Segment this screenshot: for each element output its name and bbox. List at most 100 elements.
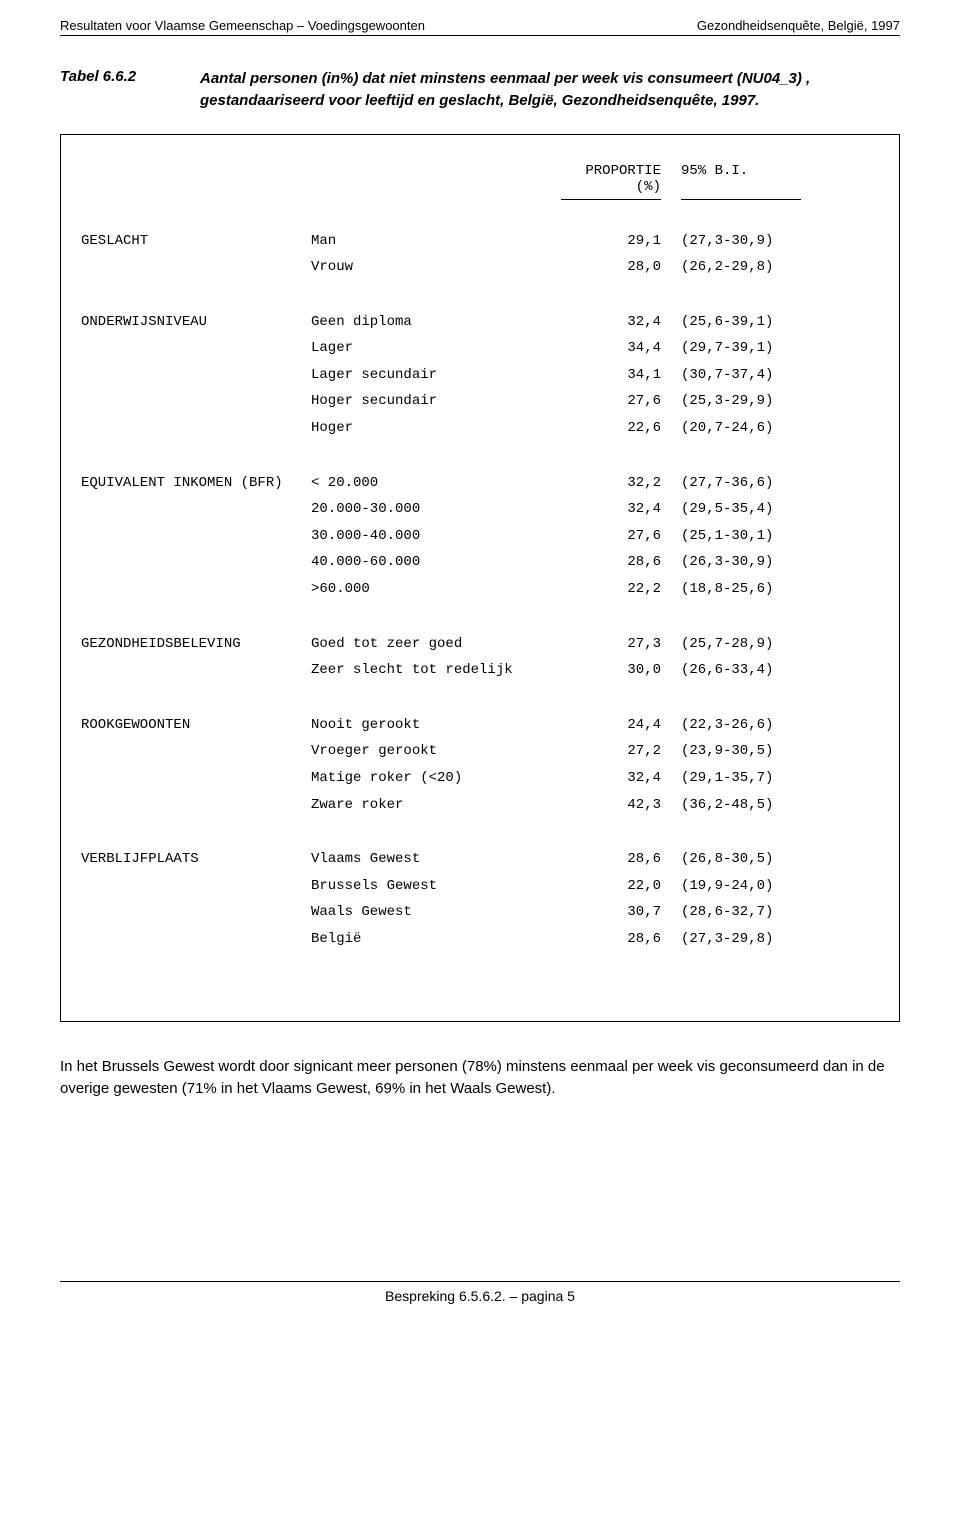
value-cell: 22,2 <box>561 576 681 603</box>
table-row: België28,6(27,3-29,8) <box>81 926 879 953</box>
header-left: Resultaten voor Vlaamse Gemeenschap – Vo… <box>60 18 425 33</box>
category-cell <box>81 576 311 603</box>
table-title-block: Tabel 6.6.2 Aantal personen (in%) dat ni… <box>60 68 900 112</box>
ci-cell: (25,6-39,1) <box>681 309 841 336</box>
label-cell: 20.000-30.000 <box>311 496 561 523</box>
value-cell: 42,3 <box>561 792 681 819</box>
category-cell: ONDERWIJSNIVEAU <box>81 309 311 336</box>
label-cell: Vrouw <box>311 254 561 281</box>
value-cell: 27,6 <box>561 523 681 550</box>
value-cell: 27,2 <box>561 738 681 765</box>
ci-cell: (29,1-35,7) <box>681 765 841 792</box>
table-row: EQUIVALENT INKOMEN (BFR)< 20.00032,2(27,… <box>81 470 879 497</box>
stats-header-row: PROPORTIE (%) 95% B.I. <box>81 163 879 195</box>
value-cell: 22,6 <box>561 415 681 442</box>
ci-cell: (22,3-26,6) <box>681 712 841 739</box>
label-cell: Zware roker <box>311 792 561 819</box>
header-right: Gezondheidsenquête, België, 1997 <box>697 18 900 33</box>
table-row: GEZONDHEIDSBELEVINGGoed tot zeer goed27,… <box>81 631 879 658</box>
stats-group: ONDERWIJSNIVEAUGeen diploma32,4(25,6-39,… <box>81 309 879 442</box>
stats-table: PROPORTIE (%) 95% B.I. GESLACHTMan29,1(2… <box>60 134 900 1022</box>
category-cell <box>81 899 311 926</box>
ci-cell: (26,6-33,4) <box>681 657 841 684</box>
header-underline <box>81 199 879 200</box>
category-cell <box>81 415 311 442</box>
ci-cell: (26,3-30,9) <box>681 549 841 576</box>
underline <box>561 199 661 200</box>
value-cell: 30,0 <box>561 657 681 684</box>
value-cell: 22,0 <box>561 873 681 900</box>
table-row: Hoger22,6(20,7-24,6) <box>81 415 879 442</box>
table-row: >60.00022,2(18,8-25,6) <box>81 576 879 603</box>
table-row: Vrouw28,0(26,2-29,8) <box>81 254 879 281</box>
label-cell: Goed tot zeer goed <box>311 631 561 658</box>
table-row: Vroeger gerookt27,2(23,9-30,5) <box>81 738 879 765</box>
ci-cell: (19,9-24,0) <box>681 873 841 900</box>
value-cell: 32,2 <box>561 470 681 497</box>
table-number: Tabel 6.6.2 <box>60 68 200 112</box>
table-title: Aantal personen (in%) dat niet minstens … <box>200 68 900 112</box>
category-cell: ROOKGEWOONTEN <box>81 712 311 739</box>
ci-cell: (27,3-29,8) <box>681 926 841 953</box>
value-cell: 32,4 <box>561 765 681 792</box>
footer-rule <box>60 1281 900 1282</box>
table-row: Matige roker (<20)32,4(29,1-35,7) <box>81 765 879 792</box>
table-row: Waals Gewest30,7(28,6-32,7) <box>81 899 879 926</box>
ci-cell: (29,7-39,1) <box>681 335 841 362</box>
label-cell: Brussels Gewest <box>311 873 561 900</box>
ci-cell: (25,3-29,9) <box>681 388 841 415</box>
body-paragraph: In het Brussels Gewest wordt door signic… <box>60 1056 900 1101</box>
table-row: Zware roker42,3(36,2-48,5) <box>81 792 879 819</box>
category-cell <box>81 362 311 389</box>
value-cell: 27,3 <box>561 631 681 658</box>
ci-cell: (25,7-28,9) <box>681 631 841 658</box>
stats-group: GESLACHTMan29,1(27,3-30,9)Vrouw28,0(26,2… <box>81 228 879 281</box>
category-cell <box>81 765 311 792</box>
label-cell: België <box>311 926 561 953</box>
label-cell: Hoger <box>311 415 561 442</box>
table-row: ONDERWIJSNIVEAUGeen diploma32,4(25,6-39,… <box>81 309 879 336</box>
label-cell: Lager <box>311 335 561 362</box>
table-row: 40.000-60.00028,6(26,3-30,9) <box>81 549 879 576</box>
col-header-proportion: PROPORTIE (%) <box>561 163 681 195</box>
ci-cell: (30,7-37,4) <box>681 362 841 389</box>
label-cell: Lager secundair <box>311 362 561 389</box>
label-cell: Nooit gerookt <box>311 712 561 739</box>
table-row: ROOKGEWOONTENNooit gerookt24,4(22,3-26,6… <box>81 712 879 739</box>
label-cell: 40.000-60.000 <box>311 549 561 576</box>
ci-cell: (28,6-32,7) <box>681 899 841 926</box>
page: Resultaten voor Vlaamse Gemeenschap – Vo… <box>0 0 960 1334</box>
value-cell: 27,6 <box>561 388 681 415</box>
category-cell <box>81 388 311 415</box>
ci-cell: (26,2-29,8) <box>681 254 841 281</box>
page-header: Resultaten voor Vlaamse Gemeenschap – Vo… <box>60 18 900 36</box>
value-cell: 32,4 <box>561 496 681 523</box>
category-cell <box>81 792 311 819</box>
ci-cell: (36,2-48,5) <box>681 792 841 819</box>
label-cell: Waals Gewest <box>311 899 561 926</box>
value-cell: 32,4 <box>561 309 681 336</box>
table-row: Lager34,4(29,7-39,1) <box>81 335 879 362</box>
table-row: GESLACHTMan29,1(27,3-30,9) <box>81 228 879 255</box>
ci-cell: (20,7-24,6) <box>681 415 841 442</box>
ci-cell: (26,8-30,5) <box>681 846 841 873</box>
underline <box>681 199 801 200</box>
label-cell: Geen diploma <box>311 309 561 336</box>
value-cell: 34,4 <box>561 335 681 362</box>
category-cell: VERBLIJFPLAATS <box>81 846 311 873</box>
ci-cell: (29,5-35,4) <box>681 496 841 523</box>
ci-cell: (18,8-25,6) <box>681 576 841 603</box>
table-row: Brussels Gewest22,0(19,9-24,0) <box>81 873 879 900</box>
value-cell: 28,6 <box>561 926 681 953</box>
stats-group: EQUIVALENT INKOMEN (BFR)< 20.00032,2(27,… <box>81 470 879 603</box>
label-cell: 30.000-40.000 <box>311 523 561 550</box>
category-cell <box>81 549 311 576</box>
value-cell: 34,1 <box>561 362 681 389</box>
stats-groups: GESLACHTMan29,1(27,3-30,9)Vrouw28,0(26,2… <box>81 228 879 953</box>
ci-cell: (27,7-36,6) <box>681 470 841 497</box>
value-cell: 29,1 <box>561 228 681 255</box>
category-cell <box>81 254 311 281</box>
value-cell: 28,6 <box>561 846 681 873</box>
label-cell: Zeer slecht tot redelijk <box>311 657 561 684</box>
ci-cell: (23,9-30,5) <box>681 738 841 765</box>
